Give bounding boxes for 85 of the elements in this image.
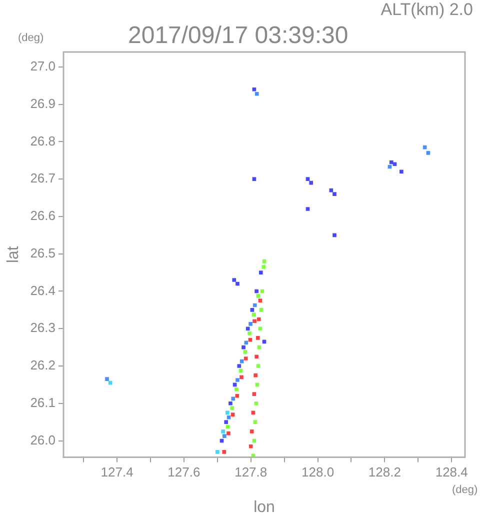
point — [254, 401, 258, 406]
point — [422, 145, 427, 150]
point — [392, 162, 397, 166]
point — [230, 406, 234, 410]
point — [231, 396, 236, 401]
point — [252, 312, 256, 317]
point — [222, 450, 226, 454]
point — [228, 401, 232, 406]
point — [306, 177, 310, 182]
point — [240, 375, 244, 380]
point — [256, 336, 260, 340]
chart-subtitle: ALT(km) 2.0 — [380, 0, 473, 20]
point — [105, 377, 109, 381]
y-tick-label: 26.9 — [30, 96, 56, 111]
y-tick-label: 26.6 — [30, 208, 56, 224]
y-tick-label: 26.2 — [30, 358, 56, 373]
point — [248, 331, 252, 336]
point — [256, 364, 260, 368]
point — [258, 270, 263, 274]
x-axis-title: lon — [254, 498, 275, 516]
point — [256, 294, 260, 298]
point — [246, 326, 250, 331]
point — [400, 170, 404, 174]
point — [226, 415, 231, 420]
y-tick-label: 26.7 — [30, 170, 56, 186]
point — [258, 298, 262, 302]
x-tick-label: 127.4 — [100, 464, 134, 480]
y-tick-label: 26.8 — [30, 133, 56, 148]
point — [252, 319, 256, 324]
point — [254, 92, 259, 96]
x-tick-label: 128.0 — [302, 464, 334, 480]
point — [258, 326, 262, 331]
y-axis-title: lat — [5, 246, 22, 264]
y-tick-label: 26.1 — [30, 394, 56, 410]
x-tick-label: 127.8 — [234, 464, 268, 480]
y-tick-label: 27.0 — [30, 58, 56, 74]
text: (deg) — [452, 484, 478, 496]
point — [248, 322, 252, 326]
point — [235, 394, 240, 398]
point — [237, 364, 242, 368]
point — [230, 412, 235, 416]
point — [254, 354, 258, 359]
point — [262, 265, 266, 269]
y-tick-label: 26.0 — [30, 432, 56, 448]
point — [426, 151, 430, 155]
point — [306, 207, 310, 211]
point — [222, 434, 226, 438]
point — [250, 429, 254, 434]
point — [389, 160, 394, 164]
point — [236, 282, 240, 286]
point — [242, 345, 246, 350]
point — [236, 378, 240, 382]
point — [232, 278, 236, 282]
point — [108, 380, 112, 385]
point — [244, 356, 248, 360]
point — [244, 340, 248, 345]
point — [243, 350, 248, 354]
text: (deg) — [18, 32, 44, 44]
point — [250, 308, 254, 312]
point — [248, 444, 253, 448]
point — [215, 450, 220, 454]
point — [252, 177, 256, 182]
point — [253, 420, 258, 424]
point — [226, 431, 230, 436]
point — [254, 373, 258, 378]
y-tick-label: 26.3 — [30, 320, 56, 336]
point — [309, 180, 314, 185]
point — [234, 387, 238, 392]
point — [221, 429, 226, 434]
x-tick-label: 127.6 — [168, 464, 200, 480]
point — [224, 420, 228, 424]
x-tick-label: 128.2 — [368, 464, 401, 480]
point — [254, 289, 258, 294]
x-tick-label: 128.4 — [435, 464, 468, 480]
point — [252, 87, 256, 92]
y-tick-label: 26.4 — [30, 282, 56, 298]
y-tick-label: 26.5 — [30, 245, 56, 260]
point — [332, 192, 336, 196]
point — [259, 308, 264, 312]
point — [252, 392, 256, 396]
point — [252, 303, 257, 308]
point — [226, 410, 230, 415]
point — [332, 233, 336, 238]
chart-title: 2017/09/17 03:39:30 — [128, 22, 348, 50]
point — [256, 317, 261, 322]
